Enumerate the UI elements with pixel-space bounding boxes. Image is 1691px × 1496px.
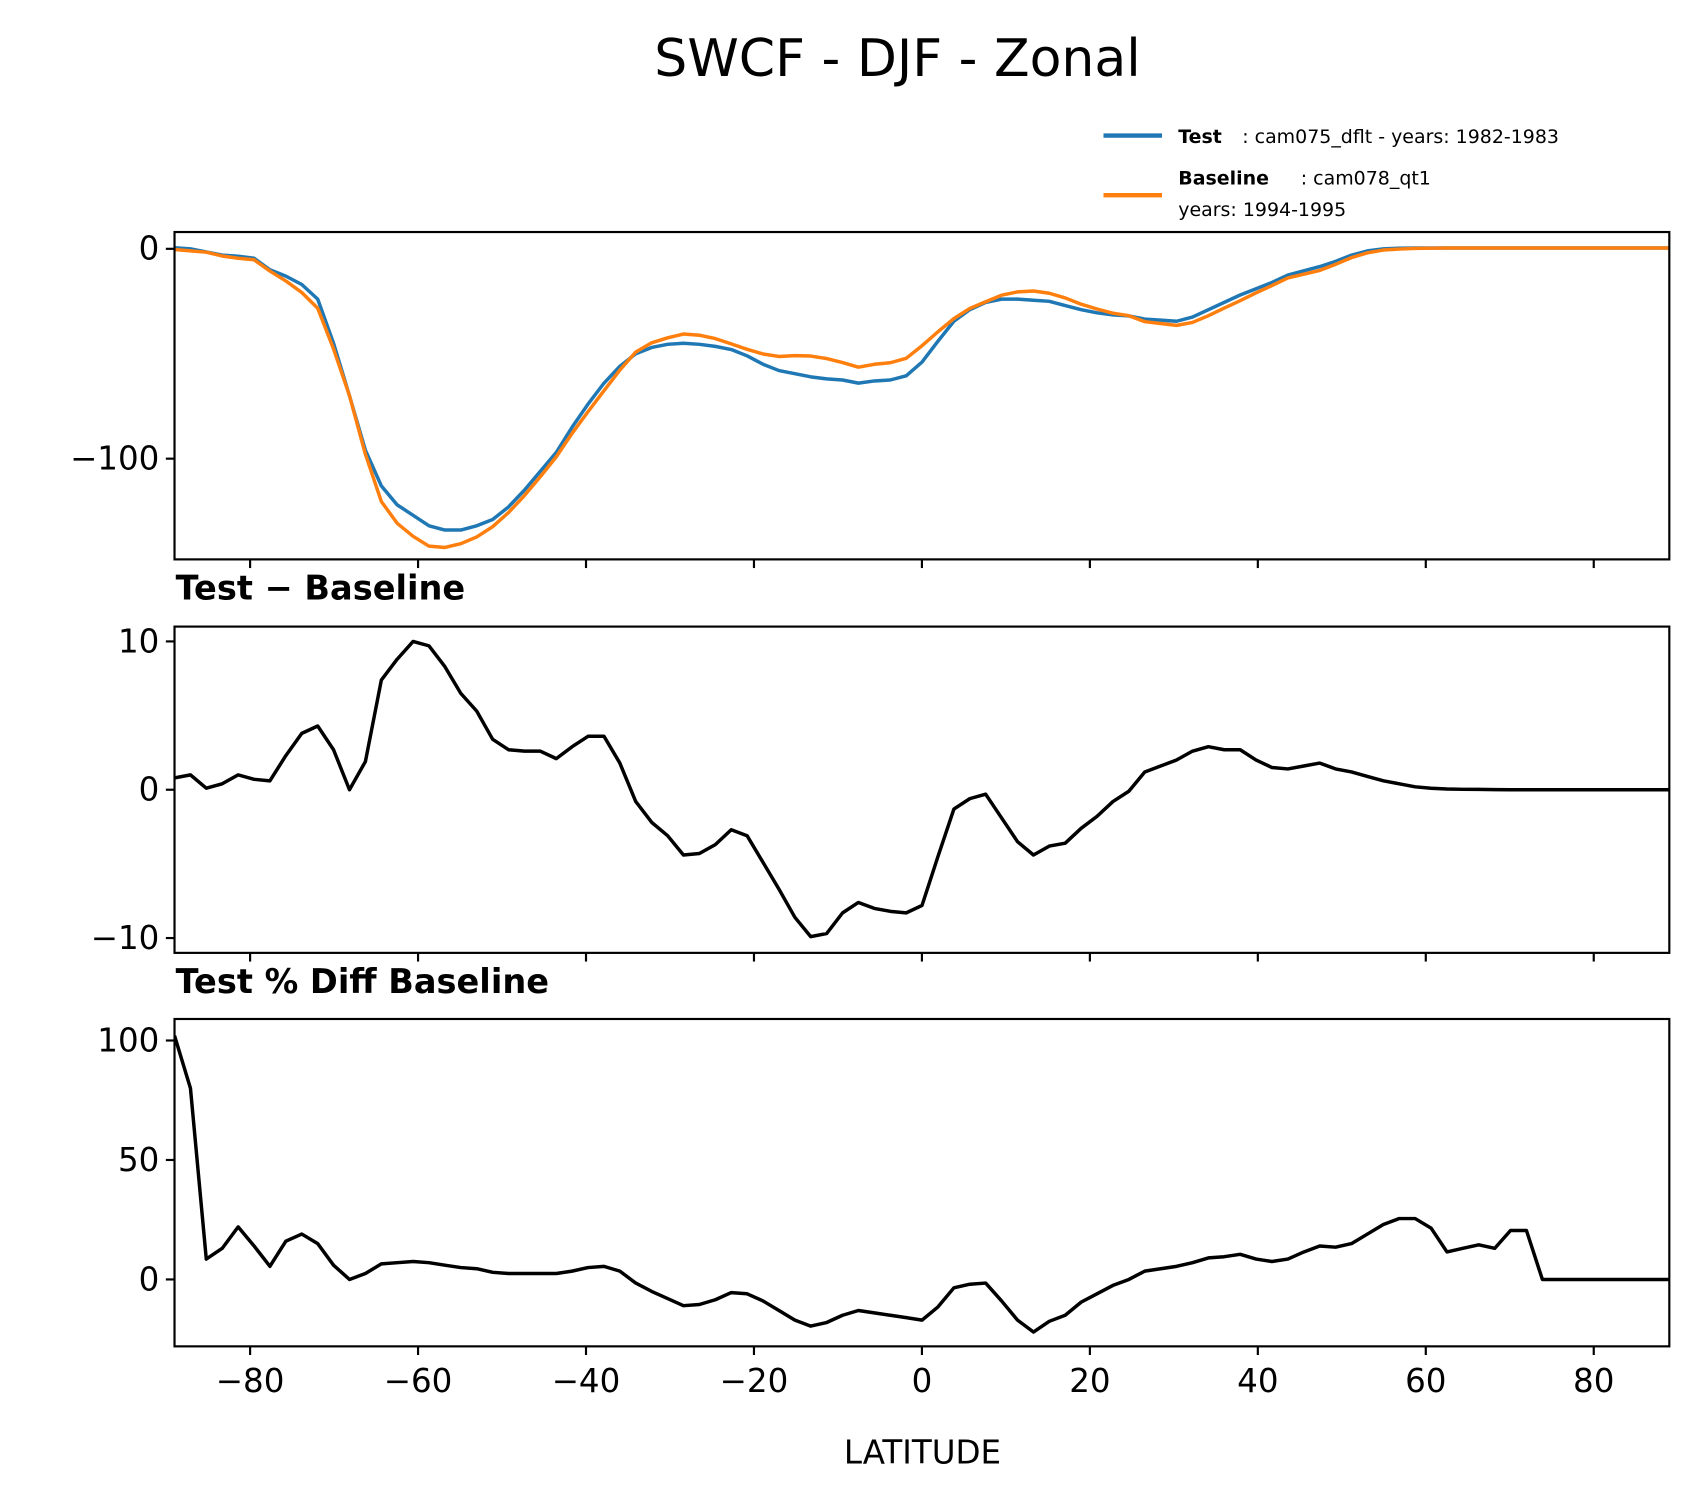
series-line-baseline (174, 246, 1670, 550)
x-tick-label: 80 (1573, 1362, 1614, 1400)
y-tick-label: −100 (70, 440, 159, 478)
x-tick-label: −80 (216, 1362, 285, 1400)
axes-frame (173, 1017, 1671, 1348)
axes-frame (173, 230, 1671, 561)
chart-title: SWCF - DJF - Zonal (654, 29, 1140, 89)
panel-title-difference: Test − Baseline (176, 568, 466, 607)
x-tick-label: −20 (720, 1362, 789, 1400)
y-tick-label: 0 (139, 230, 160, 268)
y-tick-label: 0 (139, 771, 160, 809)
y-tick-label: 50 (118, 1141, 159, 1179)
y-tick-label: −10 (91, 919, 160, 957)
series-line-test (174, 246, 1670, 532)
x-tick-label: 0 (912, 1362, 933, 1400)
x-tick-labels: −80 −60 −40 −20 0 20 40 60 80 (216, 1362, 1615, 1400)
legend: Test : cam075_dflt - years: 1982-1983 Ba… (1103, 126, 1559, 221)
panel-percent-diff: 100 50 0 (97, 1017, 1671, 1356)
panel-zonal-mean: 0 −100 (70, 230, 1671, 569)
legend-label-test-text: : cam075_dflt - years: 1982-1983 (1242, 126, 1559, 148)
x-tick-label: −60 (384, 1362, 453, 1400)
series-line-test-diff-baseline (174, 1035, 1670, 1334)
y-tick-label: 100 (97, 1021, 159, 1059)
y-tick-label: 10 (118, 622, 159, 660)
x-tick-label: 40 (1237, 1362, 1278, 1400)
x-tick-label: 20 (1069, 1362, 1110, 1400)
legend-label-baseline-text: : cam078_qt1 (1301, 167, 1431, 189)
x-tick-label: 60 (1405, 1362, 1446, 1400)
panel-difference: 10 0 −10 (91, 622, 1671, 962)
x-tick-label: −40 (552, 1362, 621, 1400)
series-line-test-baseline (174, 639, 1670, 939)
y-tick-label: 0 (139, 1260, 160, 1298)
panel-title-percent-diff: Test % Diff Baseline (176, 962, 549, 1001)
x-axis-label: LATITUDE (844, 1433, 1001, 1471)
legend-label-baseline-name: Baseline (1178, 167, 1269, 189)
legend-label-baseline-years: years: 1994-1995 (1178, 199, 1346, 221)
legend-label-test-name: Test (1178, 126, 1222, 148)
